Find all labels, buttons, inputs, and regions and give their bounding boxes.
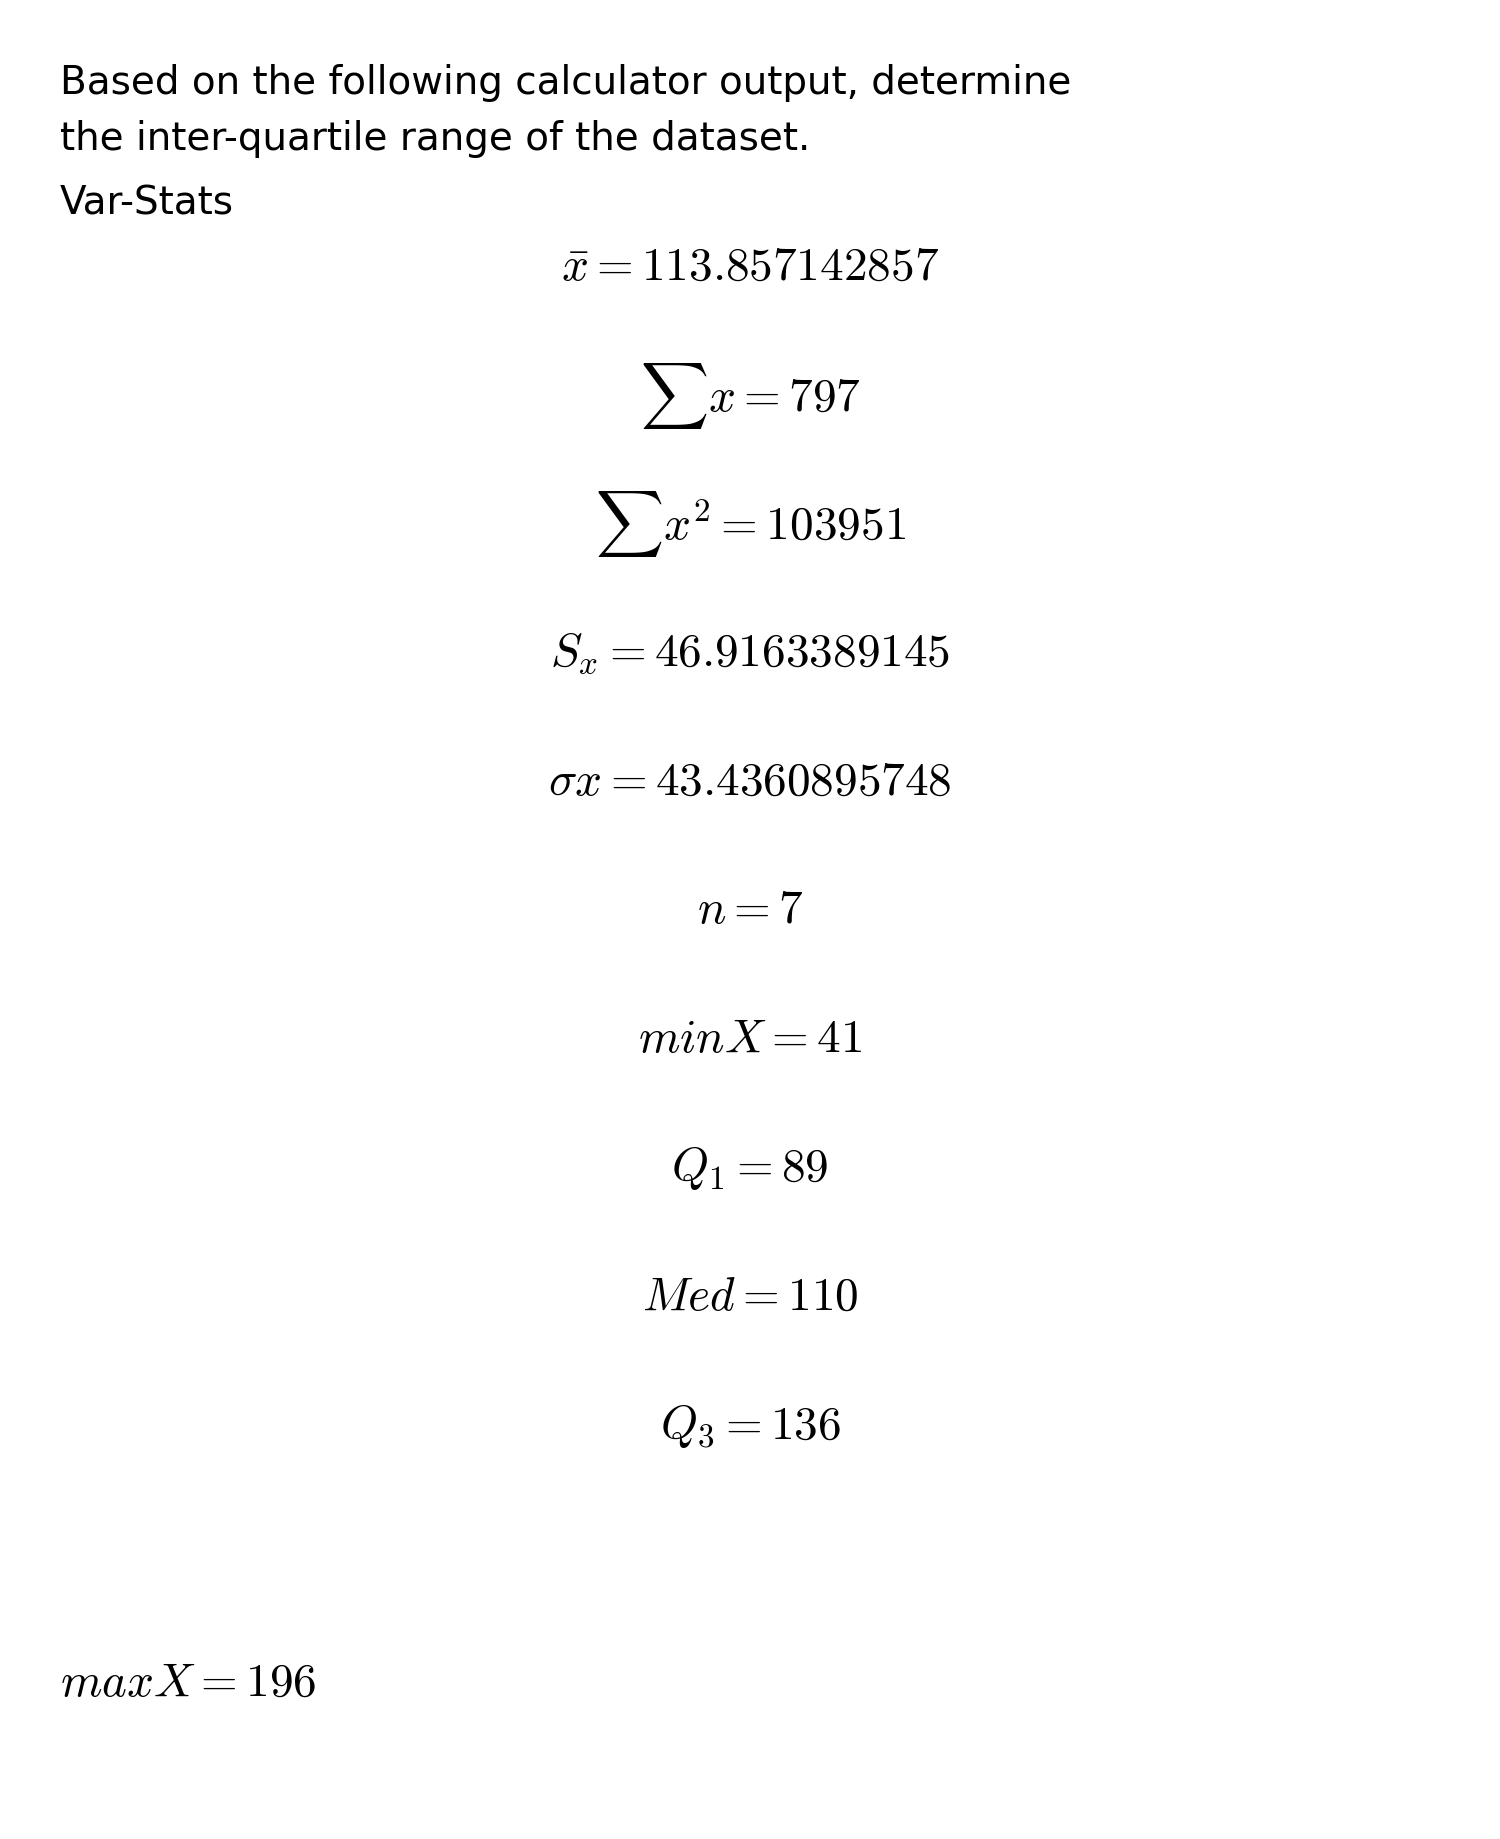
Text: $minX = 41$: $minX = 41$ <box>638 1017 862 1061</box>
Text: $\bar{x} = 113.857142857$: $\bar{x} = 113.857142857$ <box>561 245 939 289</box>
Text: $n = 7$: $n = 7$ <box>696 888 804 932</box>
Text: $S_x = 46.9163389145$: $S_x = 46.9163389145$ <box>550 631 950 675</box>
Text: $\sum x = 797$: $\sum x = 797$ <box>639 360 861 430</box>
Text: $\sigma x = 43.4360895748$: $\sigma x = 43.4360895748$ <box>548 760 952 804</box>
Text: $maxX = 196$: $maxX = 196$ <box>60 1661 316 1705</box>
Text: $Q_3 = 136$: $Q_3 = 136$ <box>660 1401 840 1449</box>
Text: Var-Stats: Var-Stats <box>60 184 234 223</box>
Text: the inter-quartile range of the dataset.: the inter-quartile range of the dataset. <box>60 120 810 158</box>
Text: $Med = 110$: $Med = 110$ <box>642 1274 858 1319</box>
Text: $Q_1 = 89$: $Q_1 = 89$ <box>672 1144 828 1192</box>
Text: $\sum x^2 = 103951$: $\sum x^2 = 103951$ <box>594 489 906 559</box>
Text: Based on the following calculator output, determine: Based on the following calculator output… <box>60 64 1071 103</box>
